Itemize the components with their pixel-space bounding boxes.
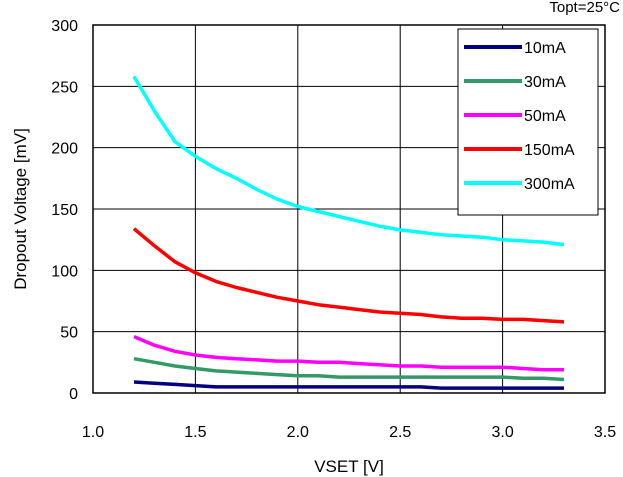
- legend-label: 150mA: [524, 142, 575, 159]
- legend-label: 50mA: [524, 108, 566, 125]
- series-line-300mA: [132, 75, 565, 247]
- series-line-30mA: [133, 356, 565, 382]
- x-tick-label: 3.0: [491, 424, 513, 441]
- y-tick-labels: 0 50 100 150 200 250 300: [51, 18, 78, 403]
- y-tick-label: 150: [51, 202, 78, 219]
- x-tick-label: 2.5: [389, 424, 411, 441]
- x-tick-label: 3.5: [594, 424, 616, 441]
- legend: 10mA 30mA 50mA 150mA 300mA: [457, 28, 599, 216]
- series-line-150mA: [132, 227, 565, 324]
- series-line-50mA: [133, 334, 564, 372]
- x-tick-labels: 1.0 1.5 2.0 2.5 3.0 3.5: [82, 424, 616, 441]
- legend-label: 30mA: [524, 74, 566, 91]
- x-tick-label: 2.0: [287, 424, 309, 441]
- plot-area: [92, 24, 606, 394]
- y-tick-label: 50: [60, 325, 78, 342]
- series-lines: [132, 75, 565, 390]
- y-tick-label: 0: [69, 386, 78, 403]
- x-tick-label: 1.5: [184, 424, 206, 441]
- x-axis-label: VSET [V]: [314, 457, 384, 476]
- y-tick-label: 300: [51, 18, 78, 35]
- legend-label: 10mA: [524, 40, 566, 57]
- y-tick-label: 200: [51, 141, 78, 158]
- y-axis-label: Dropout Voltage [mV]: [11, 128, 30, 290]
- legend-label: 300mA: [524, 176, 575, 193]
- y-tick-label: 250: [51, 79, 78, 96]
- temperature-annotation: Topt=25°C: [549, 0, 620, 16]
- y-tick-label: 100: [51, 263, 78, 280]
- series-line-10mA: [133, 380, 564, 390]
- x-tick-label: 1.0: [82, 424, 104, 441]
